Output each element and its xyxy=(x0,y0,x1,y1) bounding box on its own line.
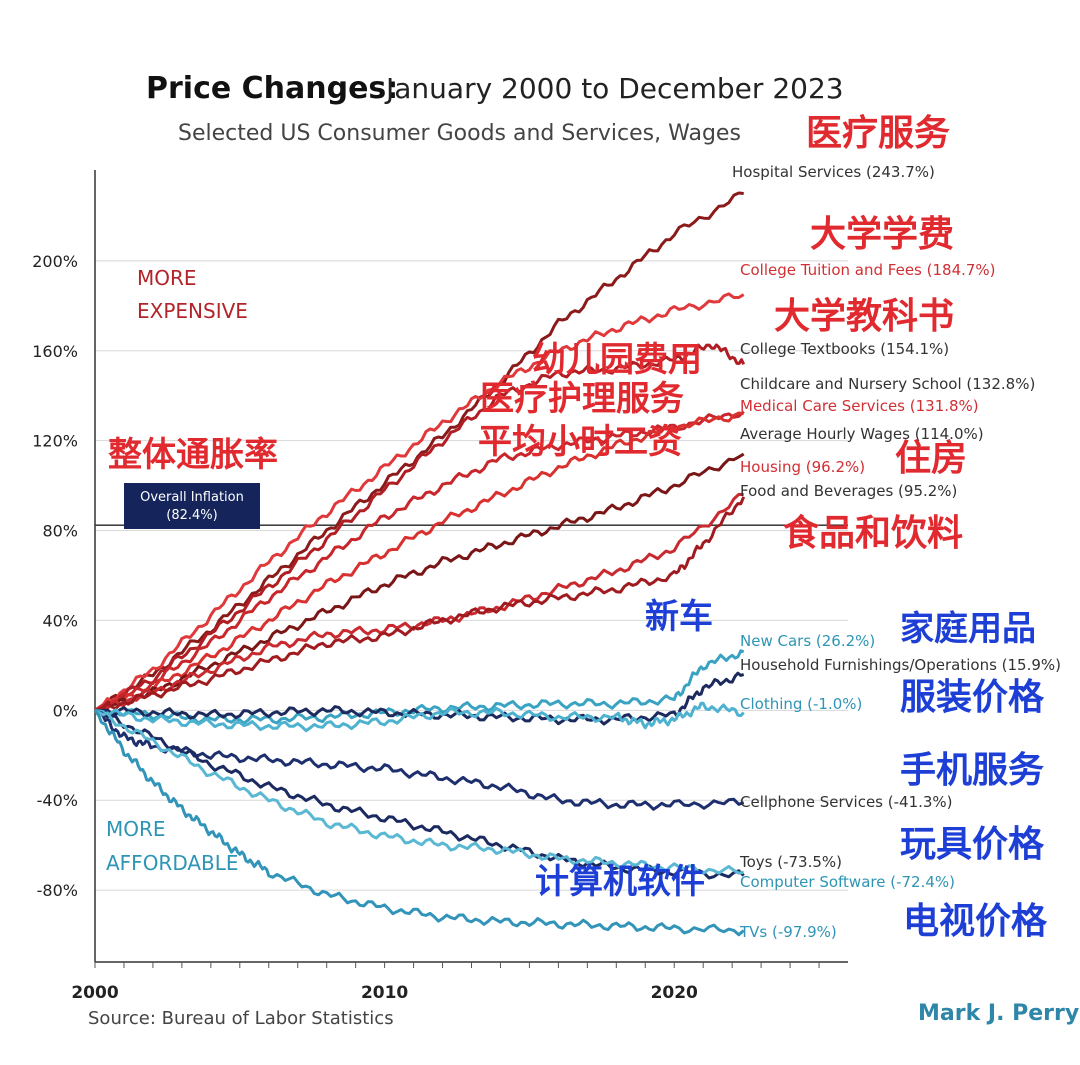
series-line xyxy=(94,410,745,712)
zh-annotation: 整体通胀率 xyxy=(108,435,278,475)
series-line xyxy=(94,649,745,725)
zh-annotation: 幼儿园费用 xyxy=(532,340,702,380)
series-line xyxy=(94,701,745,733)
series-label: TVs (-97.9%) xyxy=(739,923,837,941)
zh-annotation: 大学学费 xyxy=(810,213,954,255)
zh-annotation: 服装价格 xyxy=(900,677,1045,718)
zh-annotation: 大学教科书 xyxy=(774,295,954,337)
zh-annotation: 医疗服务 xyxy=(806,113,950,154)
more-expensive-line2: EXPENSIVE xyxy=(137,299,248,323)
series-line xyxy=(94,708,745,875)
zh-annotation: 新车 xyxy=(645,597,713,637)
y-tick-label: 160% xyxy=(32,342,78,361)
author-label: Mark J. Perry xyxy=(918,1001,1079,1026)
series-label: Household Furnishings/Operations (15.9%) xyxy=(740,656,1061,674)
series-label: Medical Care Services (131.8%) xyxy=(740,397,979,415)
series-label: College Tuition and Fees (184.7%) xyxy=(740,261,996,279)
x-tick-label: 2000 xyxy=(71,983,118,1003)
series-label: Average Hourly Wages (114.0%) xyxy=(740,425,984,443)
series-line xyxy=(94,292,745,712)
chart-title-rest: January 2000 to December 2023 xyxy=(384,72,844,105)
series-line xyxy=(93,709,745,937)
series-label: New Cars (26.2%) xyxy=(740,632,875,650)
zh-annotation: 电视价格 xyxy=(903,901,1048,942)
zh-annotation: 玩具价格 xyxy=(900,824,1045,865)
series-label: Hospital Services (243.7%) xyxy=(732,163,935,181)
text-layer: Price Changes: January 2000 to December … xyxy=(88,71,1079,1029)
overall-inflation-box xyxy=(124,483,260,529)
chart-title-bold: Price Changes: xyxy=(146,71,398,106)
y-tick-label: 40% xyxy=(42,611,78,630)
y-tick-label: -40% xyxy=(37,791,78,810)
more-expensive-line1: MORE xyxy=(137,266,197,290)
grid-layer xyxy=(95,260,848,891)
zh-annotation: 医疗护理服务 xyxy=(480,379,684,419)
series-label: Childcare and Nursery School (132.8%) xyxy=(740,375,1035,393)
zh-annotation: 家庭用品 xyxy=(900,609,1036,649)
series-line xyxy=(94,708,745,880)
overall-inflation-label: Overall Inflation xyxy=(140,490,244,505)
series-label: Cellphone Services (-41.3%) xyxy=(740,793,953,811)
zh-annotation: 食品和饮料 xyxy=(783,513,963,554)
overall-inflation-badge: Overall Inflation (82.4%) xyxy=(124,483,260,529)
series-label: Housing (96.2%) xyxy=(740,458,865,476)
zh-annotation: 住房 xyxy=(895,438,967,479)
series-label: Computer Software (-72.4%) xyxy=(740,873,955,891)
zh-annotation: 手机服务 xyxy=(900,750,1044,791)
series-line xyxy=(94,411,744,712)
series-label: Toys (-73.5%) xyxy=(739,853,842,871)
series-layer xyxy=(93,191,746,937)
series-line xyxy=(94,671,745,726)
y-tick-label: 80% xyxy=(42,522,78,541)
y-tick-label: 120% xyxy=(32,432,78,451)
overall-inflation-value: (82.4%) xyxy=(166,508,217,523)
series-label: Food and Beverages (95.2%) xyxy=(740,482,957,500)
series-label: College Textbooks (154.1%) xyxy=(740,340,949,358)
y-tick-label: 0% xyxy=(53,701,78,720)
series-line xyxy=(94,452,745,712)
more-affordable-line2: AFFORDABLE xyxy=(106,851,239,875)
zh-annotation: 计算机软件 xyxy=(535,862,705,902)
source-label: Source: Bureau of Labor Statistics xyxy=(88,1008,394,1029)
zh-annotation: 平均小时工资 xyxy=(478,422,682,462)
y-tick-label: -80% xyxy=(37,881,78,900)
axis-layer: 200% 160% 120% 80% 40% 0% -40% -80% 2000 2010 2020 xyxy=(32,170,848,1003)
series-line xyxy=(93,709,745,811)
y-tick-label: 200% xyxy=(32,252,78,271)
chart-subtitle: Selected US Consumer Goods and Services,… xyxy=(178,121,741,146)
series-line xyxy=(94,496,746,712)
label-layer: Hospital Services (243.7%) College Tuitio… xyxy=(732,163,1061,941)
series-label: Clothing (-1.0%) xyxy=(740,695,862,713)
series-line xyxy=(94,343,746,712)
more-affordable-line1: MORE xyxy=(106,817,166,841)
x-tick-label: 2020 xyxy=(651,983,698,1003)
x-tick-label: 2010 xyxy=(361,983,408,1003)
